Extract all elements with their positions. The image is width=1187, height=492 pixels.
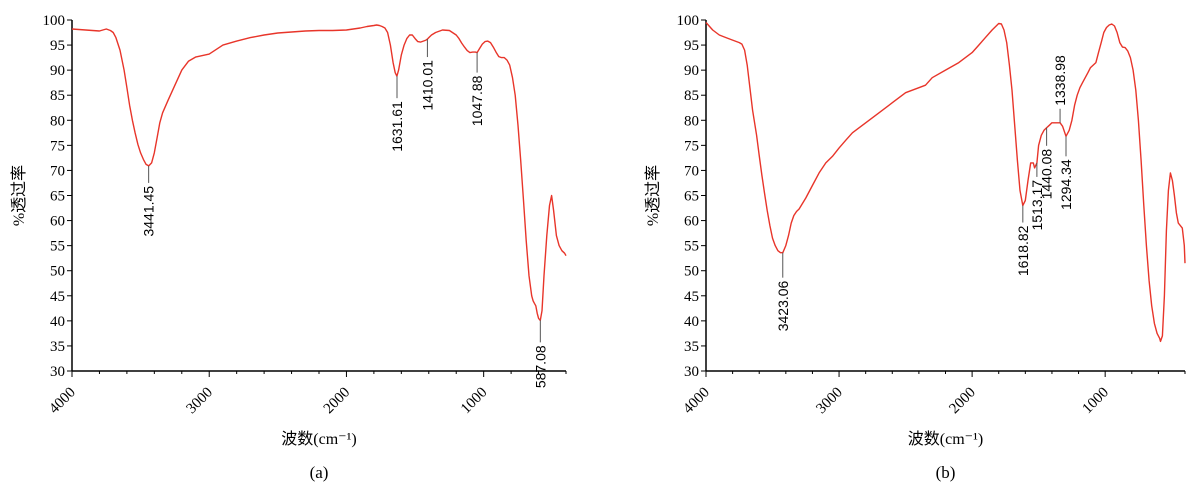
x-tick-label: 4000: [46, 385, 79, 418]
y-tick-label: 50: [50, 264, 65, 280]
peak-label: 587.08: [532, 345, 548, 388]
y-tick-label: 45: [50, 289, 65, 305]
peak-label: 1047.88: [469, 75, 485, 126]
y-tick-label: 100: [677, 13, 700, 29]
peak-label: 1631.61: [389, 101, 405, 152]
x-tick-label: 3000: [184, 385, 217, 418]
y-tick-label: 30: [684, 364, 699, 380]
y-tick-label: 40: [50, 314, 65, 330]
y-tick-label: 65: [50, 189, 65, 205]
y-tick-label: 60: [684, 214, 699, 230]
y-tick-label: 95: [684, 38, 699, 54]
panel-label-b: (b): [936, 463, 956, 482]
y-tick-label: 40: [684, 314, 699, 330]
peak-label: 1410.01: [419, 60, 435, 111]
x-axis-title: 波数(cm⁻¹): [281, 430, 356, 448]
peak-label: 1440.08: [1039, 149, 1055, 200]
y-tick-label: 80: [50, 113, 65, 129]
peak-label: 1618.82: [1015, 225, 1031, 276]
x-tick-label: 1000: [458, 385, 491, 418]
y-tick-label: 75: [684, 138, 699, 154]
y-tick-label: 55: [50, 239, 65, 255]
y-tick-label: 55: [684, 239, 699, 255]
y-tick-label: 30: [50, 364, 65, 380]
y-tick-label: 35: [50, 339, 65, 355]
series-line-transmittance: [71, 24, 567, 322]
y-tick-label: 75: [50, 138, 65, 154]
peak-label: 3441.45: [141, 186, 157, 237]
peak-label: 3423.06: [775, 280, 791, 331]
series-line-transmittance: [705, 22, 1186, 343]
y-tick-label: 45: [684, 289, 699, 305]
y-tick-label: 80: [684, 113, 699, 129]
y-tick-label: 65: [684, 189, 699, 205]
y-tick-label: 70: [50, 163, 65, 179]
x-tick-label: 4000: [680, 385, 713, 418]
x-tick-label: 3000: [813, 385, 846, 418]
y-tick-label: 95: [50, 38, 65, 54]
x-tick-label: 2000: [321, 385, 354, 418]
y-tick-label: 35: [684, 339, 699, 355]
chart-panel-b: 30 35 40 45 50 55 60 65 70 75 80 85 90 95 100 4000 3000 2…: [644, 13, 1186, 482]
x-axis-title: 波数(cm⁻¹): [908, 430, 983, 448]
peak-label: 1338.98: [1052, 55, 1068, 106]
y-tick-label: 90: [684, 63, 699, 79]
y-tick-label: 100: [43, 13, 66, 29]
y-tick-label: 60: [50, 214, 65, 230]
peak-label: 1513.17: [1029, 180, 1045, 231]
chart-panel-a: 30 35 40 45 50 55 60 65 70 75 80 85 90 95 100 4000 3000 2…: [10, 13, 567, 482]
x-tick-label: 2000: [946, 385, 979, 418]
y-tick-label: 85: [684, 88, 699, 104]
x-tick-label: 1000: [1079, 385, 1112, 418]
y-tick-label: 85: [50, 88, 65, 104]
y-axis-title: %透过率: [644, 165, 662, 226]
y-tick-label: 70: [684, 163, 699, 179]
y-tick-label: 50: [684, 264, 699, 280]
peak-label: 1294.34: [1058, 159, 1074, 210]
y-tick-label: 90: [50, 63, 65, 79]
y-axis-title: %透过率: [10, 165, 28, 226]
panel-label-a: (a): [310, 463, 329, 482]
